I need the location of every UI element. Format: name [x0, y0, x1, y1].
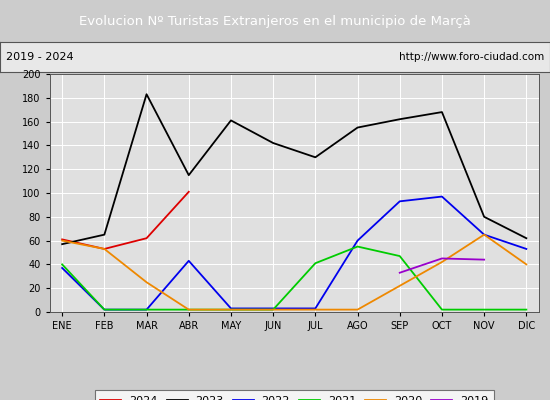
Text: 2019 - 2024: 2019 - 2024: [6, 52, 73, 62]
Text: Evolucion Nº Turistas Extranjeros en el municipio de Marçà: Evolucion Nº Turistas Extranjeros en el …: [79, 14, 471, 28]
Text: http://www.foro-ciudad.com: http://www.foro-ciudad.com: [399, 52, 544, 62]
Legend: 2024, 2023, 2022, 2021, 2020, 2019: 2024, 2023, 2022, 2021, 2020, 2019: [95, 390, 493, 400]
